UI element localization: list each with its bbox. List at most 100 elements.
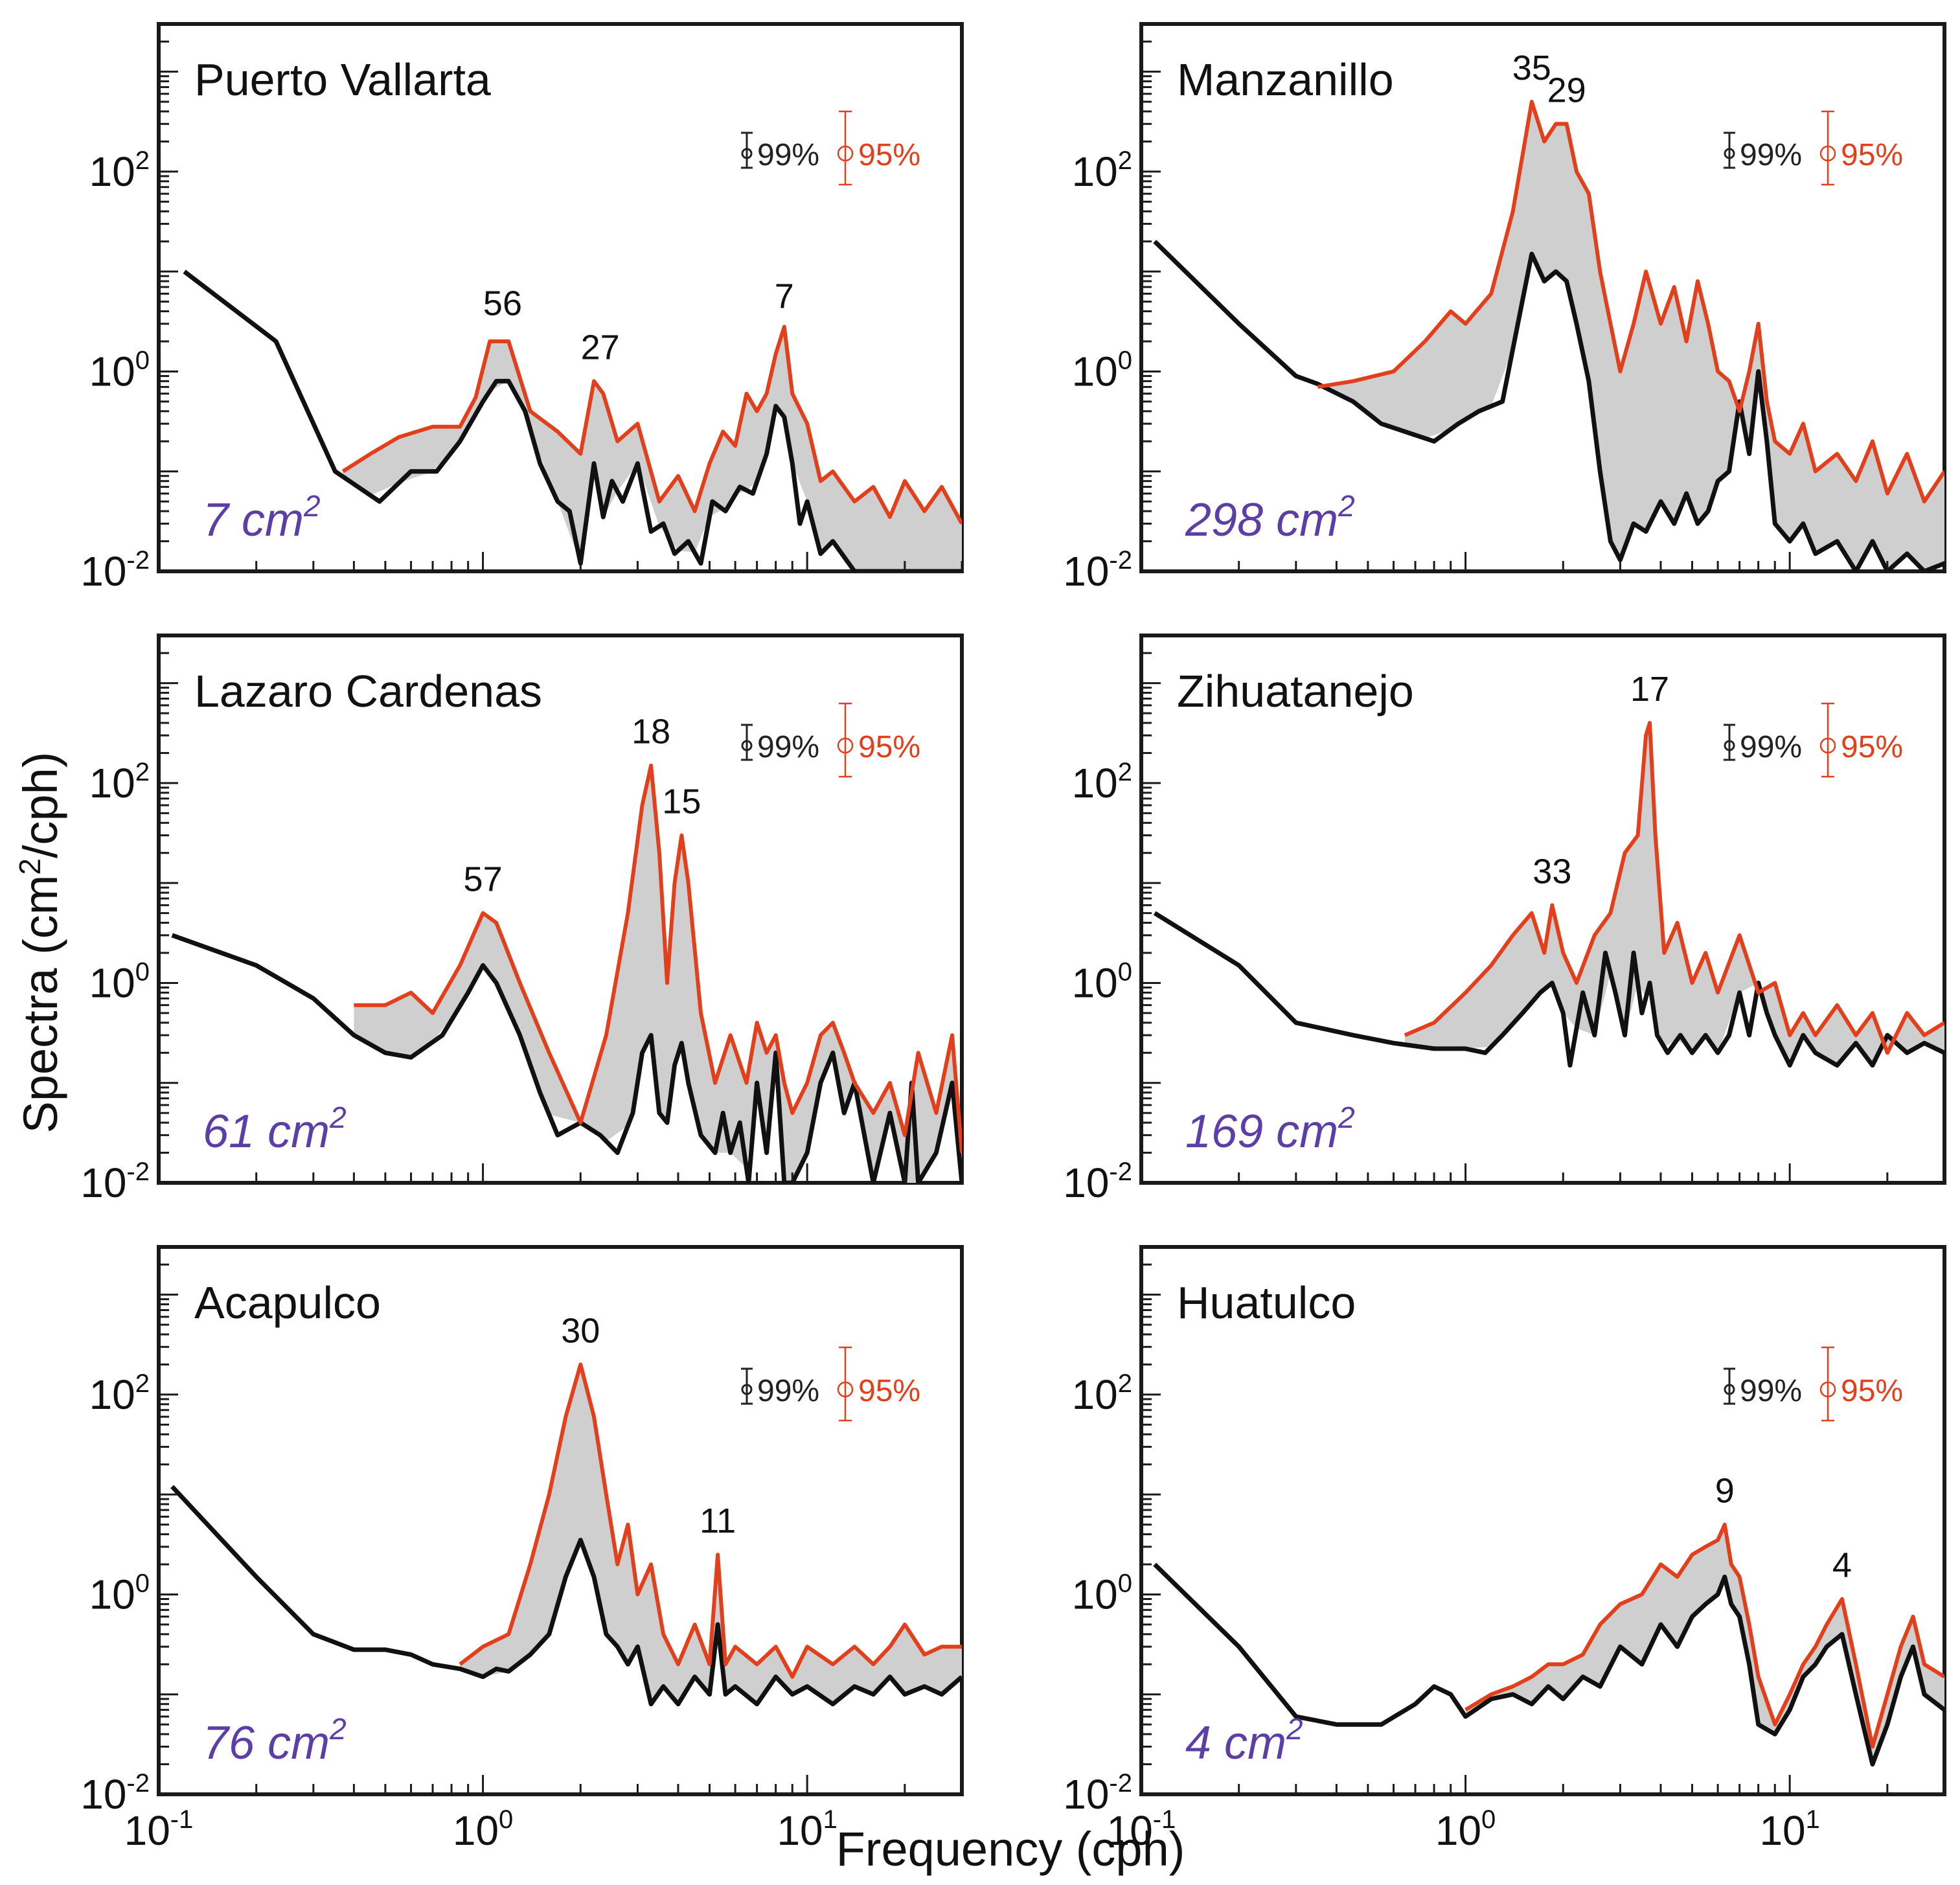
energy-area-exponent: 2 (303, 489, 321, 523)
ci-99-label: 99% (757, 1374, 819, 1408)
energy-area-label: 4 cm2 (1185, 1712, 1303, 1769)
ci-95-marker (1819, 737, 1836, 754)
ci-95-marker (837, 145, 854, 162)
y-tick-base: 10 (89, 760, 135, 806)
y-tick-base: 10 (89, 348, 135, 394)
x-tick-base: 10 (1107, 1807, 1153, 1854)
y-tick-label: 100 (1072, 1569, 1132, 1617)
energy-area-exponent: 2 (329, 1101, 347, 1134)
y-tick-label: 102 (89, 758, 150, 806)
y-tick-label: 102 (1072, 758, 1132, 806)
y-tick-exponent: -2 (126, 1769, 150, 1798)
y-tick-label: 100 (89, 1569, 150, 1617)
energy-area-exponent: 2 (1338, 1101, 1355, 1134)
energy-area-exponent: 2 (1338, 489, 1355, 523)
y-tick-exponent: -2 (1109, 546, 1132, 575)
y-tick-base: 10 (1072, 959, 1118, 1006)
y-tick-base: 10 (1072, 148, 1118, 195)
peak-period-label: 29 (1547, 71, 1586, 109)
energy-area-value: 4 cm (1185, 1717, 1286, 1769)
ci-99-marker (1724, 740, 1735, 751)
peak-period-label: 15 (662, 783, 701, 821)
panel-frame (1139, 1245, 1946, 1796)
station-name: Acapulco (194, 1277, 381, 1328)
y-tick-label: 10-2 (1063, 1158, 1132, 1206)
y-tick-label: 10-2 (1063, 546, 1132, 595)
station-name: Lazaro Cardenas (194, 666, 542, 716)
x-tick-base: 10 (453, 1807, 499, 1854)
shaded-difference-area (1465, 1524, 1944, 1765)
y-tick-base: 10 (1063, 548, 1109, 595)
shaded-difference-area (1404, 723, 1944, 1066)
ci-95-marker (1819, 1381, 1836, 1398)
energy-area-value: 61 cm (203, 1106, 330, 1158)
y-tick-exponent: -2 (1109, 1769, 1132, 1798)
y-tick-base: 10 (1072, 1371, 1118, 1418)
x-tick-base: 10 (777, 1807, 823, 1854)
event-spectrum-line (341, 325, 962, 525)
y-tick-label: 10-2 (80, 1769, 150, 1818)
ci-95-label: 95% (1841, 730, 1903, 764)
y-tick-base: 10 (80, 1160, 126, 1206)
ci-99-marker (1724, 148, 1735, 159)
x-tick-label: 100 (1435, 1805, 1496, 1854)
ci-99-marker (741, 1384, 753, 1395)
y-axis-title-sup: 2 (13, 858, 47, 875)
peak-period-label: 11 (700, 1502, 736, 1540)
panel-frame (1139, 634, 1946, 1185)
energy-area-value: 76 cm (203, 1717, 330, 1769)
event-spectrum-line (459, 1362, 962, 1679)
x-tick-base: 10 (1435, 1807, 1481, 1854)
energy-area-label: 76 cm2 (203, 1712, 347, 1769)
x-axis-title: Frequency (cph) (836, 1822, 1185, 1876)
x-tick-label: 101 (777, 1805, 837, 1854)
peak-period-label: 17 (1630, 670, 1669, 709)
shaded-difference-area (343, 326, 962, 571)
y-tick-exponent: 0 (135, 957, 150, 986)
y-axis-title-prefix: Spectra (cm (14, 875, 67, 1134)
y-tick-label: 102 (1072, 1369, 1132, 1418)
peak-period-label: 18 (632, 713, 670, 751)
peak-period-label: 27 (581, 328, 620, 367)
y-tick-exponent: 0 (1118, 346, 1132, 374)
y-tick-base: 10 (1072, 348, 1118, 394)
y-tick-label: 102 (1072, 146, 1132, 195)
ci-95-marker (837, 737, 854, 754)
x-tick-label: 10-1 (124, 1805, 194, 1854)
ci-99-label: 99% (1740, 138, 1802, 172)
ci-95-label: 95% (1841, 138, 1903, 172)
y-tick-exponent: 0 (1118, 957, 1132, 986)
y-tick-label: 100 (1072, 346, 1132, 394)
event-spectrum-line (1317, 100, 1944, 504)
x-tick-label: 10-1 (1107, 1805, 1176, 1854)
y-tick-label: 100 (89, 957, 150, 1006)
event-spectrum-line (1404, 721, 1944, 1055)
x-tick-exponent: 1 (1806, 1805, 1820, 1834)
energy-area-label: 298 cm2 (1185, 489, 1355, 546)
peak-period-label: 7 (775, 277, 794, 315)
y-tick-exponent: 2 (135, 758, 150, 786)
energy-area-label: 61 cm2 (203, 1101, 347, 1158)
y-tick-base: 10 (89, 1371, 135, 1418)
background-spectrum-line (1153, 240, 1944, 571)
ci-99-marker (1724, 1384, 1735, 1395)
plot-area (1153, 1522, 1944, 1767)
energy-area-value: 7 cm (203, 494, 304, 546)
energy-area-exponent: 2 (1286, 1712, 1303, 1746)
y-axis-title: Spectra (cm2/cph) (13, 752, 67, 1134)
y-tick-base: 10 (89, 148, 135, 195)
ci-99-label: 99% (757, 730, 819, 764)
y-tick-label: 10-2 (1063, 1769, 1132, 1818)
peak-period-label: 35 (1512, 49, 1551, 87)
y-tick-label: 100 (1072, 957, 1132, 1006)
event-spectrum-line (354, 763, 962, 1153)
y-tick-base: 10 (89, 959, 135, 1006)
ci-99-label: 99% (1740, 1374, 1802, 1408)
